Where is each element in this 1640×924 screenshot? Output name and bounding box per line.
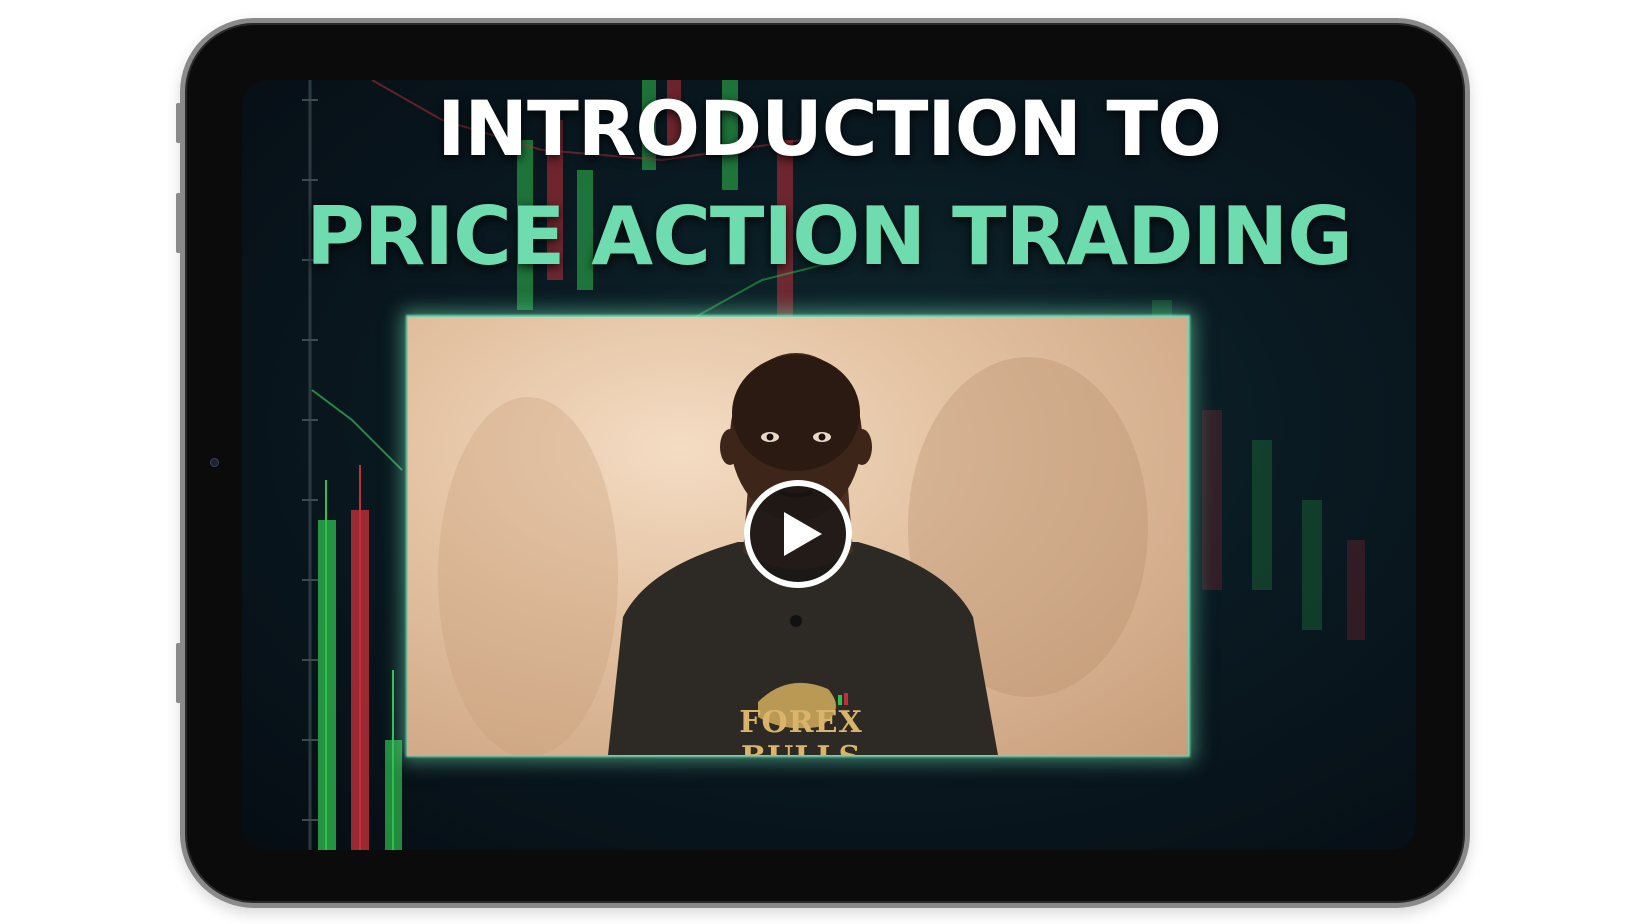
video-player[interactable]: FOREX BULLS: [408, 317, 1188, 755]
title-line-1: INTRODUCTION TO: [437, 84, 1222, 173]
play-icon: [784, 512, 822, 556]
camera-icon: [210, 458, 219, 467]
shirt-print: FOREX BULLS: [739, 705, 863, 755]
video-thumbnail: [438, 353, 1148, 755]
tablet-screen: INTRODUCTION TO PRICE ACTION TRADING: [242, 80, 1416, 850]
tablet-volume-button: [176, 193, 181, 253]
candlesticks-left: [318, 465, 402, 850]
tablet-volume-button: [176, 643, 181, 703]
tablet-device: INTRODUCTION TO PRICE ACTION TRADING: [176, 18, 1470, 908]
tablet-side-button: [176, 103, 181, 143]
title-line-2: PRICE ACTION TRADING: [306, 190, 1353, 283]
play-button[interactable]: [744, 480, 852, 588]
chart-background: [302, 80, 1365, 850]
